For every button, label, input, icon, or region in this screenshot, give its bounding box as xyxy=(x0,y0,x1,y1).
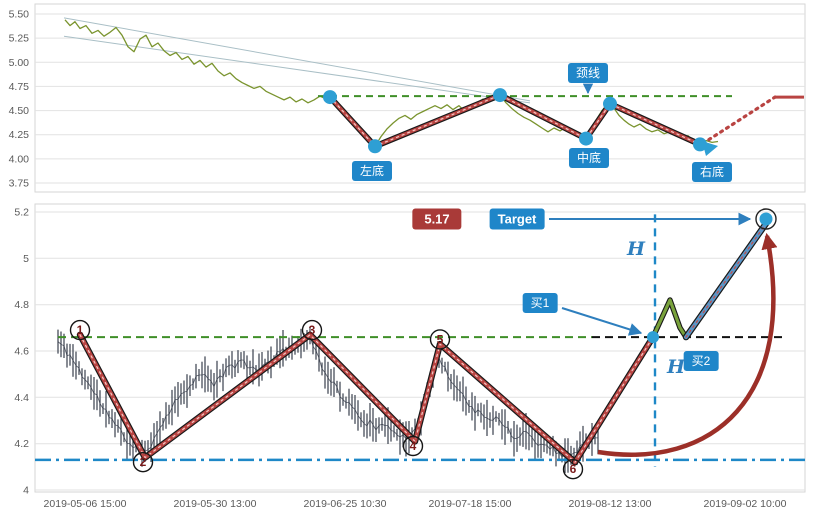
signal-points xyxy=(647,208,777,344)
target-badge: Target xyxy=(489,208,545,230)
weekly-projection-line xyxy=(701,95,804,145)
target-price-badge: 5.17 xyxy=(412,208,462,230)
svg-text:2019-05-30 13:00: 2019-05-30 13:00 xyxy=(174,498,257,510)
svg-text:4.00: 4.00 xyxy=(9,153,30,165)
h-distance-upper-label: H xyxy=(627,238,645,260)
weekly-pattern-zigzag xyxy=(327,92,703,150)
svg-text:4: 4 xyxy=(410,439,417,453)
left-bottom-label: 左底 xyxy=(351,161,393,181)
svg-text:5.00: 5.00 xyxy=(9,57,30,69)
svg-text:5.25: 5.25 xyxy=(9,33,30,45)
svg-text:5: 5 xyxy=(437,332,444,346)
middle-bottom-label: 中底 xyxy=(568,148,610,168)
flag-zigzag xyxy=(650,297,689,340)
svg-text:4.75: 4.75 xyxy=(9,81,30,93)
buy2-badge: 买2 xyxy=(683,351,719,371)
svg-text:6: 6 xyxy=(570,462,577,476)
weekly-pivot-markers xyxy=(323,88,718,156)
svg-text:4.2: 4.2 xyxy=(14,438,29,450)
svg-text:2019-07-18 15:00: 2019-07-18 15:00 xyxy=(429,498,512,510)
trendlines xyxy=(63,17,531,104)
svg-text:2: 2 xyxy=(140,455,147,469)
svg-text:5.2: 5.2 xyxy=(14,207,29,219)
right-bottom-label: 右底 xyxy=(691,162,733,182)
svg-text:1: 1 xyxy=(77,323,84,337)
svg-text:4.4: 4.4 xyxy=(14,392,29,404)
buy1-badge: 买1 xyxy=(522,293,558,313)
svg-text:5: 5 xyxy=(23,253,29,265)
h-distance-lower-label: H xyxy=(667,356,685,378)
svg-text:2019-09-02 10:00: 2019-09-02 10:00 xyxy=(704,498,787,510)
svg-text:4.25: 4.25 xyxy=(9,129,30,141)
svg-text:4.50: 4.50 xyxy=(9,105,30,117)
svg-text:2019-05-06 15:00: 2019-05-06 15:00 xyxy=(44,498,127,510)
svg-text:3: 3 xyxy=(309,323,316,337)
annotation-arrows xyxy=(549,212,752,336)
svg-text:4.8: 4.8 xyxy=(14,299,29,311)
svg-text:4: 4 xyxy=(23,485,29,497)
svg-text:5.50: 5.50 xyxy=(9,9,30,21)
breakout-line xyxy=(682,220,770,341)
svg-text:2019-08-12 13:00: 2019-08-12 13:00 xyxy=(569,498,652,510)
pivot-number-circles: 1 2 3 4 5 6 xyxy=(69,319,584,480)
neckline-label: 颈线 xyxy=(567,63,609,83)
svg-text:4.6: 4.6 xyxy=(14,346,29,358)
projection-curve-arrow xyxy=(597,232,778,457)
svg-text:2019-06-25 10:30: 2019-06-25 10:30 xyxy=(304,498,387,510)
svg-text:3.75: 3.75 xyxy=(9,178,30,190)
daily-pattern-zigzag xyxy=(76,331,657,466)
